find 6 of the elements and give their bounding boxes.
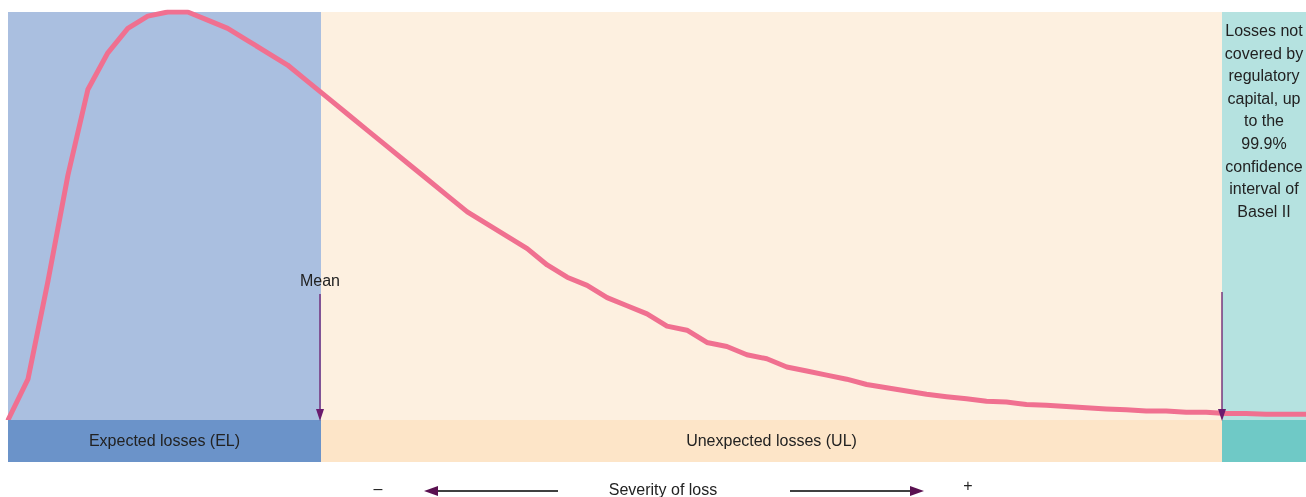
annotation: Mean bbox=[299, 271, 341, 291]
text: – bbox=[372, 479, 384, 497]
text: + bbox=[962, 476, 974, 496]
text: Expected losses (EL) bbox=[87, 431, 242, 451]
text: Unexpected losses (UL) bbox=[685, 431, 858, 451]
text: Losses not covered by regulatory capital, up to the 99.9% confidence interval of Basel II bbox=[1224, 22, 1304, 220]
